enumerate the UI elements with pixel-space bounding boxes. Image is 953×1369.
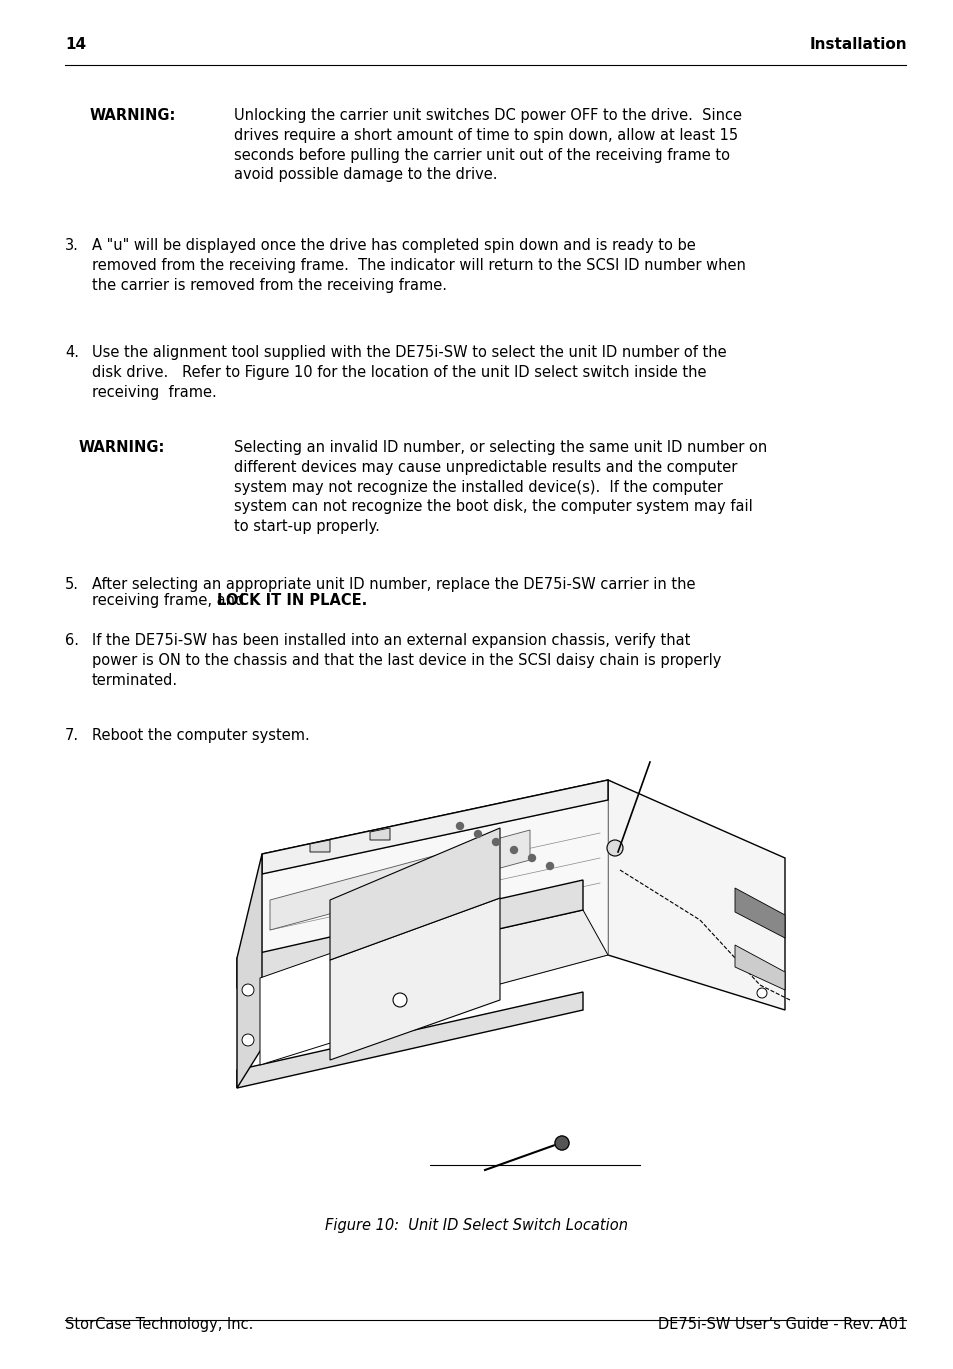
Text: Figure 10:  Unit ID Select Switch Location: Figure 10: Unit ID Select Switch Locatio… (325, 1218, 628, 1233)
Circle shape (555, 1136, 568, 1150)
Circle shape (757, 988, 766, 998)
Polygon shape (236, 880, 582, 988)
Circle shape (456, 823, 463, 830)
Circle shape (492, 838, 499, 846)
Polygon shape (262, 780, 607, 873)
Text: 14: 14 (65, 37, 86, 52)
Polygon shape (262, 780, 741, 930)
Text: 7.: 7. (65, 728, 79, 743)
Polygon shape (236, 993, 582, 1088)
Polygon shape (370, 828, 390, 841)
Circle shape (393, 993, 407, 1008)
Circle shape (510, 846, 517, 853)
Polygon shape (310, 841, 330, 852)
Text: Unlocking the carrier unit switches DC power OFF to the drive.  Since
drives req: Unlocking the carrier unit switches DC p… (233, 108, 741, 182)
Text: 3.: 3. (65, 238, 79, 253)
Circle shape (528, 854, 535, 861)
Polygon shape (236, 854, 262, 1088)
Polygon shape (734, 945, 784, 990)
Text: 4.: 4. (65, 345, 79, 360)
Polygon shape (270, 830, 530, 930)
Text: 5.: 5. (65, 576, 79, 591)
Text: Installation: Installation (808, 37, 906, 52)
Text: If the DE75i-SW has been installed into an external expansion chassis, verify th: If the DE75i-SW has been installed into … (91, 632, 720, 687)
Text: LOCK IT IN PLACE.: LOCK IT IN PLACE. (216, 593, 367, 608)
Circle shape (242, 1034, 253, 1046)
Text: receiving frame, and: receiving frame, and (91, 593, 249, 608)
Text: Selecting an invalid ID number, or selecting the same unit ID number on
differen: Selecting an invalid ID number, or selec… (233, 439, 766, 534)
Text: Use the alignment tool supplied with the DE75i-SW to select the unit ID number o: Use the alignment tool supplied with the… (91, 345, 726, 400)
Polygon shape (262, 799, 607, 1049)
Text: Reboot the computer system.: Reboot the computer system. (91, 728, 310, 743)
Circle shape (606, 841, 622, 856)
Text: DE75i-SW User’s Guide - Rev. A01: DE75i-SW User’s Guide - Rev. A01 (657, 1317, 906, 1332)
Circle shape (546, 862, 553, 869)
Circle shape (474, 831, 481, 838)
Text: After selecting an appropriate unit ID number, replace the DE75i-SW carrier in t: After selecting an appropriate unit ID n… (91, 576, 695, 591)
Text: WARNING:: WARNING: (90, 108, 176, 123)
Polygon shape (330, 828, 499, 960)
Polygon shape (330, 898, 499, 1060)
Polygon shape (236, 910, 607, 1049)
Text: A "u" will be displayed once the drive has completed spin down and is ready to b: A "u" will be displayed once the drive h… (91, 238, 745, 293)
Polygon shape (607, 780, 784, 1010)
Circle shape (242, 984, 253, 997)
Text: 6.: 6. (65, 632, 79, 648)
Polygon shape (734, 888, 784, 938)
Text: StorCase Technology, Inc.: StorCase Technology, Inc. (65, 1317, 253, 1332)
Text: WARNING:: WARNING: (79, 439, 165, 455)
Polygon shape (260, 950, 339, 1065)
